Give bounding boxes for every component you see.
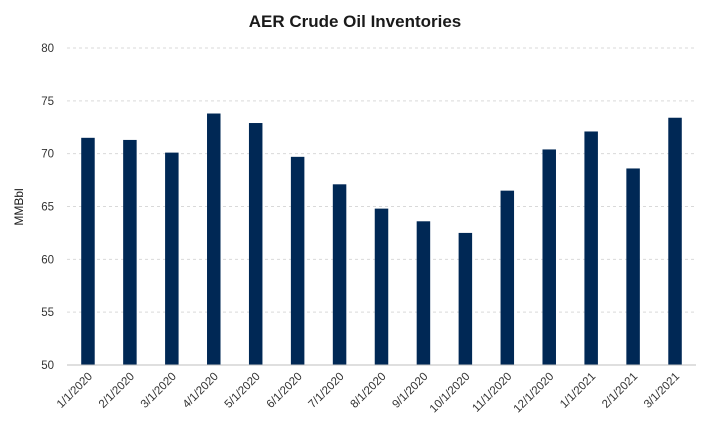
y-axis-ticks: 50 55 60 65 70 75 80 (41, 43, 54, 372)
y-tick-label-65: 65 (41, 202, 54, 214)
x-tick-label: 7/1/2020 (307, 371, 347, 411)
bar-5-1-2020 (248, 123, 263, 365)
x-tick-label: 6/1/2020 (265, 371, 305, 411)
y-tick-label-60: 60 (41, 254, 54, 266)
y-tick-label-75: 75 (41, 96, 54, 108)
bar-4-1-2020 (207, 113, 221, 365)
bars (81, 113, 682, 366)
bar-7-1-2020 (332, 184, 347, 365)
y-tick-label-55: 55 (41, 307, 54, 319)
bar-1-1-2021 (584, 131, 598, 365)
bar-8-1-2020 (374, 208, 389, 365)
x-tick-label: 10/1/2020 (428, 371, 473, 416)
x-tick-label: 3/1/2021 (642, 371, 682, 411)
bar-10-1-2020 (458, 232, 473, 365)
bar-12-1-2020 (542, 149, 556, 365)
x-tick-label: 1/1/2021 (558, 371, 598, 411)
bar-3-1-2021 (668, 117, 682, 366)
bar-9-1-2020 (416, 221, 431, 365)
y-axis-label: MMBbl (12, 188, 26, 225)
x-tick-label: 1/1/2020 (55, 371, 95, 411)
chart-title: AER Crude Oil Inventories (249, 12, 462, 31)
x-tick-label: 4/1/2020 (181, 371, 221, 411)
bar-2-1-2020 (123, 139, 137, 365)
bar-3-1-2020 (165, 152, 179, 365)
x-tick-label: 12/1/2020 (512, 371, 557, 416)
x-tick-label: 8/1/2020 (348, 371, 388, 411)
bar-1-1-2020 (81, 137, 95, 365)
x-tick-label: 2/1/2020 (97, 371, 137, 411)
x-tick-label: 5/1/2020 (223, 371, 263, 411)
x-axis-ticks: 1/1/2020 2/1/2020 3/1/2020 4/1/2020 5/1/2020… (55, 371, 682, 416)
x-tick-label: 9/1/2020 (390, 371, 430, 411)
bar-2-1-2021 (626, 168, 640, 365)
y-tick-label-50: 50 (41, 360, 54, 372)
y-tick-label-70: 70 (41, 149, 54, 161)
y-tick-label-80: 80 (41, 43, 54, 55)
x-tick-label: 11/1/2020 (470, 371, 514, 415)
x-tick-label: 2/1/2021 (600, 371, 640, 411)
bar-6-1-2020 (290, 156, 305, 365)
x-tick-label: 3/1/2020 (139, 371, 179, 411)
bar-11-1-2020 (500, 190, 515, 365)
